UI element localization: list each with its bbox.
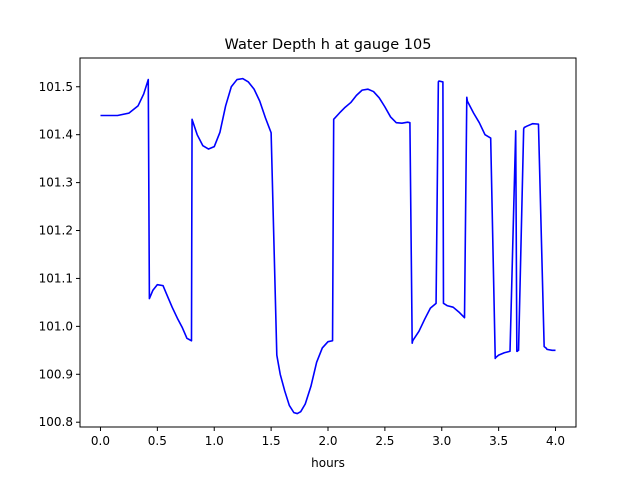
x-tick-label: 2.5 — [375, 434, 394, 448]
x-tick-label: 3.5 — [489, 434, 508, 448]
y-tick-label: 100.9 — [39, 367, 73, 381]
x-tick-label: 0.5 — [148, 434, 167, 448]
y-tick-label: 101.5 — [39, 80, 73, 94]
x-axis-label: hours — [311, 456, 345, 470]
y-tick-label: 100.8 — [39, 415, 73, 429]
y-tick-label: 101.3 — [39, 176, 73, 190]
x-tick-label: 1.5 — [262, 434, 281, 448]
y-tick-label: 101.1 — [39, 271, 73, 285]
chart-title: Water Depth h at gauge 105 — [225, 37, 432, 53]
x-tick-label: 3.0 — [432, 434, 451, 448]
x-axis: 0.0 0.5 1.0 1.5 2.0 2.5 3.0 3.5 4.0 — [91, 427, 565, 448]
y-tick-label: 101.0 — [39, 319, 73, 333]
series-line-0 — [100, 77, 556, 415]
x-tick-label: 4.0 — [546, 434, 565, 448]
x-tick-label: 1.0 — [205, 434, 224, 448]
plot-lines — [100, 77, 556, 415]
y-tick-label: 101.2 — [39, 224, 73, 238]
x-tick-label: 2.0 — [318, 434, 337, 448]
y-axis: 100.8 100.9 101.0 101.1 101.2 101.3 101.4 101.5 — [39, 80, 80, 429]
x-tick-label: 0.0 — [91, 434, 110, 448]
y-tick-label: 101.4 — [39, 128, 73, 142]
